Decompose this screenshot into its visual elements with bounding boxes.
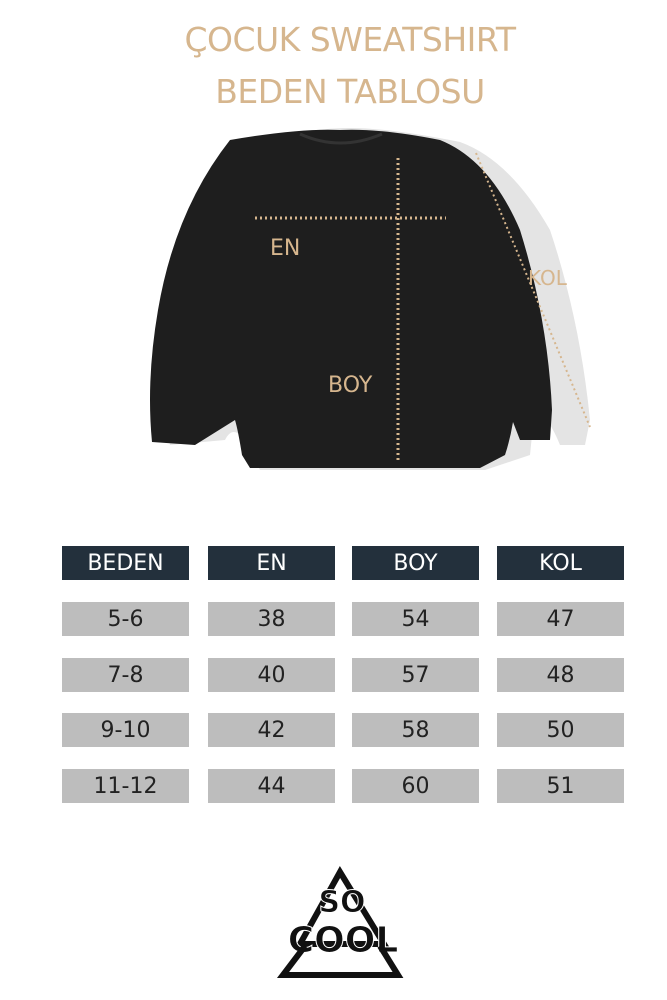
title-line-1: ÇOCUK SWEATSHIRT bbox=[184, 20, 516, 59]
cell-beden: 11-12 bbox=[62, 769, 189, 803]
cell-en: 40 bbox=[208, 658, 335, 692]
svg-text:SO: SO bbox=[318, 885, 365, 920]
cell-kol: 51 bbox=[497, 769, 624, 803]
cell-beden: 9-10 bbox=[62, 713, 189, 747]
cell-kol: 47 bbox=[497, 602, 624, 636]
header-kol: KOL bbox=[497, 546, 624, 580]
cell-en: 42 bbox=[208, 713, 335, 747]
header-en: EN bbox=[208, 546, 335, 580]
cell-kol: 48 bbox=[497, 658, 624, 692]
cell-boy: 57 bbox=[352, 658, 479, 692]
cell-kol: 50 bbox=[497, 713, 624, 747]
kol-label: KOL bbox=[528, 266, 567, 290]
svg-text:COOL: COOL bbox=[288, 920, 399, 961]
cell-beden: 5-6 bbox=[62, 602, 189, 636]
sweatshirt-diagram bbox=[150, 128, 591, 470]
boy-label: BOY bbox=[328, 373, 373, 398]
en-label: EN bbox=[270, 236, 301, 261]
cell-en: 44 bbox=[208, 769, 335, 803]
cell-beden: 7-8 bbox=[62, 658, 189, 692]
sweatshirt-body bbox=[150, 129, 552, 468]
cell-boy: 60 bbox=[352, 769, 479, 803]
header-boy: BOY bbox=[352, 546, 479, 580]
cell-boy: 58 bbox=[352, 713, 479, 747]
sweatshirt-collar bbox=[299, 132, 383, 145]
title-line-2: BEDEN TABLOSU bbox=[215, 72, 485, 111]
header-beden: BEDEN bbox=[62, 546, 189, 580]
cell-en: 38 bbox=[208, 602, 335, 636]
cell-boy: 54 bbox=[352, 602, 479, 636]
